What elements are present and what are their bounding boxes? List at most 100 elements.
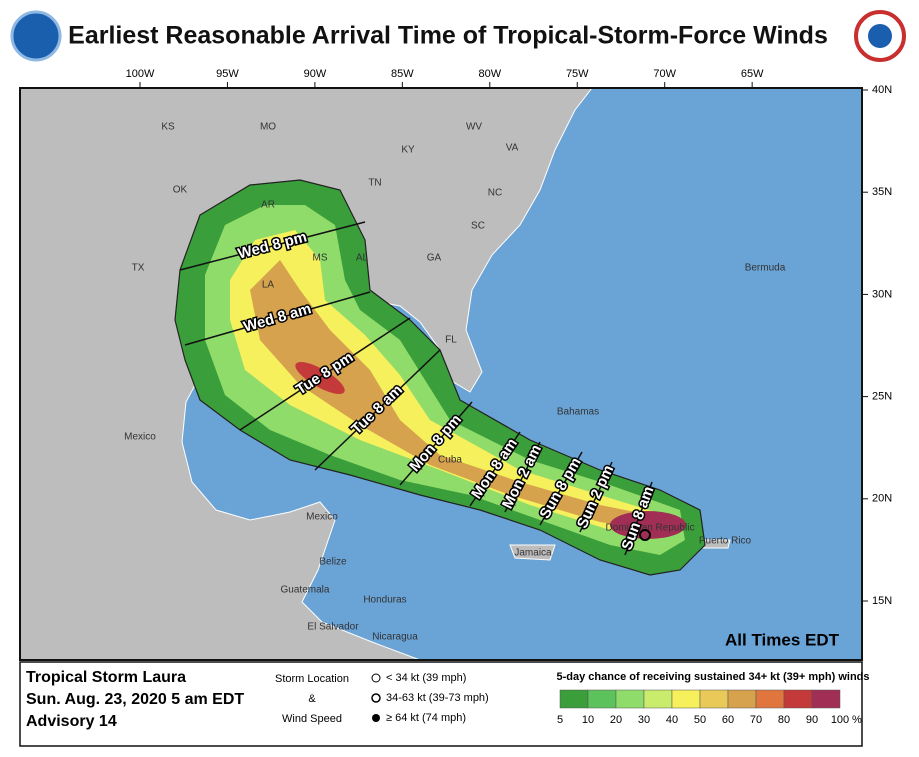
time-line (184, 291, 371, 346)
place-label: KS (161, 122, 175, 133)
place-label: Honduras (363, 595, 406, 606)
time-line (539, 451, 583, 526)
place-label: OK (173, 185, 188, 196)
advisory-number: Advisory 14 (26, 713, 117, 730)
place-label: Cuba (438, 455, 462, 466)
map: KS MO WV VA KY OK AR TN NC SC TX MS AL GA LA FL Bermuda M… (19, 87, 863, 661)
legend-title: Wind Speed (282, 713, 342, 725)
scale-tick-label: 100 (831, 714, 849, 726)
time-line (504, 441, 541, 513)
place-label: Bahamas (557, 407, 599, 418)
place-label: SC (471, 221, 485, 232)
advisory-date: Sun. Aug. 23, 2020 5 am EDT (26, 691, 244, 708)
place-label: TX (132, 263, 145, 274)
scale-box (727, 689, 757, 709)
scale-tick-label: 70 (750, 714, 762, 726)
lon-tick-label: 95W (216, 68, 239, 80)
storm-location (639, 529, 651, 541)
time-line (579, 461, 613, 533)
place-label: Nicaragua (372, 632, 418, 643)
scale-tick-label: 30 (638, 714, 650, 726)
place-label: AR (261, 200, 275, 211)
place-label: Mexico (124, 432, 156, 443)
legend-amp: & (308, 693, 316, 705)
lat-tick-label: 35N (872, 186, 892, 198)
lon-tick-label: 75W (566, 68, 589, 80)
time-line (239, 317, 411, 431)
scale-box (699, 689, 729, 709)
time-line (179, 221, 366, 271)
place-label: Belize (319, 557, 347, 568)
jamaica (509, 544, 556, 561)
lon-tick-label: 85W (391, 68, 414, 80)
symbol-hu (372, 714, 380, 722)
cone-core (250, 260, 650, 530)
legend-title: Storm Location (275, 673, 349, 685)
scale-tick-label: 20 (610, 714, 622, 726)
time-line (399, 401, 473, 486)
place-label: WV (466, 122, 482, 133)
place-label: GA (427, 253, 442, 264)
lon-tick-label: 80W (478, 68, 501, 80)
lon-tick-label: 70W (653, 68, 676, 80)
place-label: KY (401, 145, 415, 156)
symbol-td (371, 673, 381, 683)
scale-tick-label: 5 (557, 714, 563, 726)
noaa-logo (10, 10, 62, 62)
cone-start (610, 511, 686, 539)
lon-tick-label: 100W (126, 68, 155, 80)
time-line (469, 431, 521, 507)
scale-tick-label: 50 (694, 714, 706, 726)
place-label: MO (260, 122, 276, 133)
scale-box (559, 689, 589, 709)
scale-box (615, 689, 645, 709)
place-label: TN (368, 178, 381, 189)
place-label: Mexico (306, 512, 338, 523)
scale-tick-label: 60 (722, 714, 734, 726)
place-label: Guatemala (281, 585, 330, 596)
scale-box (587, 689, 617, 709)
lon-tick-label: 65W (741, 68, 764, 80)
place-label: AL (356, 253, 369, 264)
time-note: All Times EDT (725, 630, 840, 649)
legend-item: 34-63 kt (39-73 mph) (386, 692, 489, 704)
scale-tick-label: 80 (778, 714, 790, 726)
place-label: Puerto Rico (699, 536, 752, 547)
lat-tick-label: 25N (872, 391, 892, 403)
footer: Tropical Storm Laura Sun. Aug. 23, 2020 … (19, 661, 870, 747)
scale-tick-label: 40 (666, 714, 678, 726)
storm-name: Tropical Storm Laura (26, 669, 186, 686)
cone-middle (205, 205, 685, 555)
place-label: NC (488, 188, 502, 199)
legend-item: < 34 kt (39 mph) (386, 672, 466, 684)
map-frame (19, 87, 863, 661)
scale-title: 5-day chance of receiving sustained 34+ … (557, 671, 870, 683)
lat-tick-label: 20N (872, 493, 892, 505)
nws-logo-center (868, 24, 892, 48)
symbol-ts (371, 693, 381, 703)
place-label: Jamaica (514, 548, 552, 559)
lon-tick-label: 90W (304, 68, 327, 80)
lat-tick-label: 15N (872, 595, 892, 607)
place-label: MS (313, 253, 328, 264)
place-label: LA (262, 280, 275, 291)
scale-box (811, 689, 841, 709)
place-label: Bermuda (745, 263, 786, 274)
title: Earliest Reasonable Arrival Time of Trop… (68, 22, 828, 50)
scale-box (643, 689, 673, 709)
place-label: VA (506, 143, 519, 154)
lat-tick-label: 40N (872, 84, 892, 96)
place-label: FL (445, 335, 457, 346)
lat-tick-label: 30N (872, 288, 892, 300)
scale-tick-label: 90 (806, 714, 818, 726)
scale-box (783, 689, 813, 709)
place-label: Dominican Republic (606, 523, 695, 534)
scale-unit: % (852, 714, 862, 726)
scale-box (671, 689, 701, 709)
time-line (624, 481, 653, 556)
time-line (314, 349, 441, 471)
scale-box (755, 689, 785, 709)
place-label: El Salvador (307, 622, 359, 633)
scale-tick-label: 10 (582, 714, 594, 726)
